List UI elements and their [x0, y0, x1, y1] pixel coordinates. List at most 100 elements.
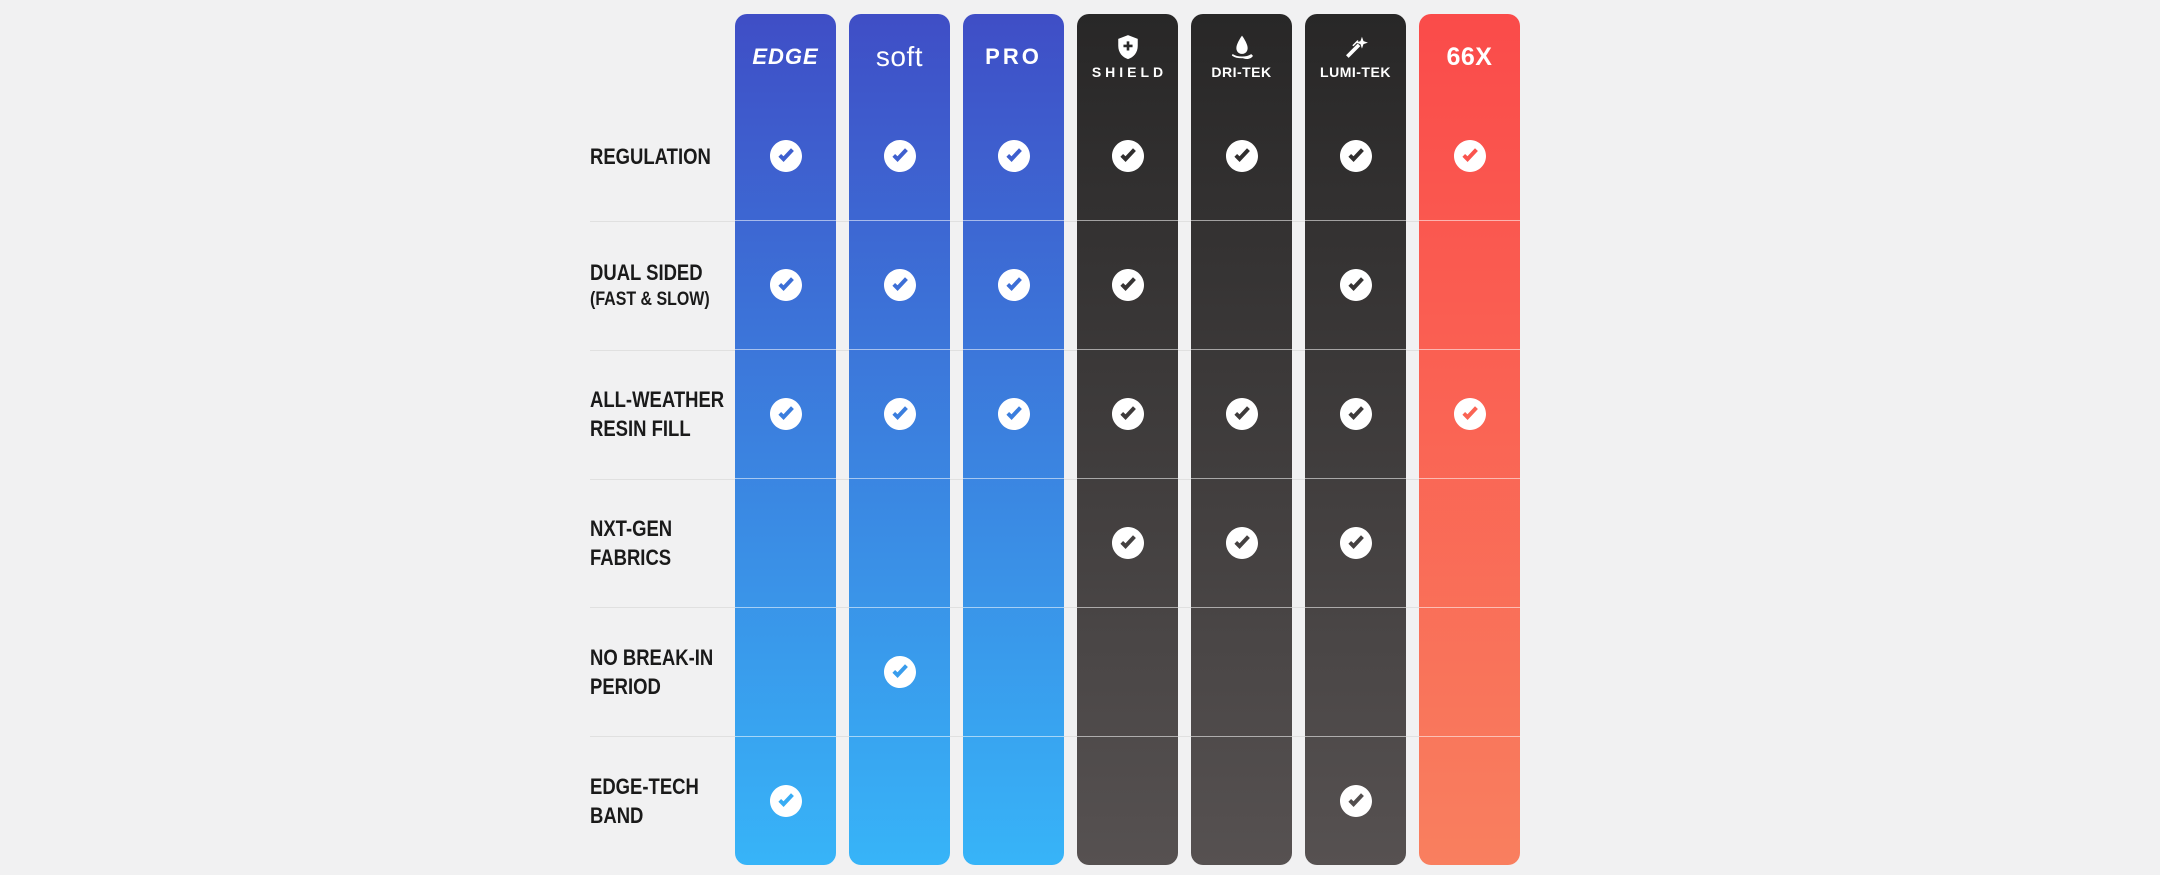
check-cell	[1419, 92, 1520, 220]
check-cell	[1191, 92, 1292, 220]
empty-cell	[1191, 736, 1292, 865]
check-circle-icon	[1339, 398, 1372, 430]
check-cell	[849, 607, 950, 736]
check-circle-icon	[769, 785, 802, 817]
check-cell	[963, 220, 1064, 349]
empty-cell	[849, 736, 950, 865]
check-circle-icon	[1339, 269, 1372, 301]
row-label-line: NXT-GEN	[590, 515, 673, 541]
empty-cell	[963, 736, 1064, 865]
feature-row-label: REGULATION	[590, 92, 722, 221]
product-column-shield: SHIELD	[1077, 14, 1178, 865]
empty-cell	[1191, 220, 1292, 349]
product-column-dri-tek: DRI-TEK	[1191, 14, 1292, 865]
check-circle-icon	[1225, 140, 1258, 172]
check-cell	[1077, 349, 1178, 478]
row-label-line: FABRICS	[590, 544, 672, 570]
check-cell	[1305, 220, 1406, 349]
row-label-line: DUAL SIDED	[590, 260, 703, 286]
product-column-lumi-tek: LUMI-TEK	[1305, 14, 1406, 865]
check-cell	[735, 92, 836, 220]
feature-table: REGULATION DUAL SIDED (FAST & SLOW) ALL-WEA…	[590, 14, 1520, 865]
row-label-text: ALL-WEATHER RESIN FILL	[590, 385, 724, 443]
check-cell	[849, 220, 950, 349]
shooting-star-icon	[1345, 36, 1368, 58]
check-circle-icon	[883, 269, 916, 301]
brand-label: EDGE	[752, 44, 819, 69]
check-cell	[963, 92, 1064, 220]
brand-label: PRO	[985, 44, 1042, 69]
check-cell	[735, 349, 836, 478]
check-cell	[735, 736, 836, 865]
check-cell	[735, 220, 836, 349]
feature-row-label: ALL-WEATHER RESIN FILL	[590, 350, 724, 479]
brand-label: soft	[875, 41, 924, 72]
check-cell	[1305, 736, 1406, 865]
check-cell	[1191, 349, 1292, 478]
empty-cell	[1077, 736, 1178, 865]
check-cell	[849, 92, 950, 220]
empty-cell	[735, 607, 836, 736]
product-column-edge: EDGE	[735, 14, 836, 865]
row-label-text: DUAL SIDED (FAST & SLOW)	[590, 258, 710, 312]
empty-cell	[1419, 607, 1520, 736]
product-column-pro: PRO	[963, 14, 1064, 865]
check-cell	[1191, 478, 1292, 607]
feature-row-label: DUAL SIDED (FAST & SLOW)	[590, 221, 722, 350]
feature-row-label: EDGE-TECH BAND	[590, 736, 722, 865]
empty-cell	[849, 478, 950, 607]
column-header: PRO	[963, 14, 1064, 92]
check-circle-icon	[1339, 140, 1372, 172]
check-circle-icon	[883, 140, 916, 172]
product-column-66x: 66X	[1419, 14, 1520, 865]
check-circle-icon	[1111, 140, 1144, 172]
check-circle-icon	[1453, 398, 1486, 430]
row-label-text: EDGE-TECH BAND	[590, 772, 699, 830]
check-cell	[1077, 220, 1178, 349]
row-label-line: PERIOD	[590, 673, 661, 699]
check-circle-icon	[1453, 140, 1486, 172]
brand-label: DRI-TEK	[1211, 64, 1272, 80]
check-circle-icon	[1339, 527, 1372, 559]
column-header: soft	[849, 14, 950, 92]
brand-label: LUMI-TEK	[1320, 64, 1391, 80]
check-circle-icon	[769, 269, 802, 301]
check-circle-icon	[997, 398, 1030, 430]
check-circle-icon	[1111, 269, 1144, 301]
empty-cell	[1419, 736, 1520, 865]
shield-plus-icon	[1117, 35, 1138, 60]
row-label-line: NO BREAK-IN	[590, 644, 714, 670]
column-header: DRI-TEK	[1191, 14, 1292, 92]
empty-cell	[1305, 607, 1406, 736]
row-label-line: ALL-WEATHER	[590, 387, 725, 413]
feature-row-label: NXT-GEN FABRICS	[590, 478, 722, 607]
check-cell	[1305, 478, 1406, 607]
empty-cell	[735, 478, 836, 607]
empty-cell	[1077, 607, 1178, 736]
check-cell	[1419, 349, 1520, 478]
check-circle-icon	[883, 656, 916, 688]
column-header: SHIELD	[1077, 14, 1178, 92]
feature-row-label: NO BREAK-IN PERIOD	[590, 607, 722, 736]
row-label-line: (FAST & SLOW)	[590, 289, 710, 311]
row-label-text: REGULATION	[590, 142, 711, 171]
check-cell	[963, 349, 1064, 478]
check-cell	[849, 349, 950, 478]
check-circle-icon	[1339, 785, 1372, 817]
check-cell	[1077, 478, 1178, 607]
check-circle-icon	[1225, 398, 1258, 430]
check-circle-icon	[1225, 527, 1258, 559]
empty-cell	[963, 478, 1064, 607]
header-spacer	[590, 14, 722, 92]
row-label-line: RESIN FILL	[590, 416, 691, 442]
water-drop-icon	[1231, 35, 1253, 59]
check-circle-icon	[769, 140, 802, 172]
column-header: LUMI-TEK	[1305, 14, 1406, 92]
feature-labels-column: REGULATION DUAL SIDED (FAST & SLOW) ALL-WEA…	[590, 14, 724, 865]
row-label-line: EDGE-TECH	[590, 773, 699, 799]
check-circle-icon	[883, 398, 916, 430]
empty-cell	[1419, 478, 1520, 607]
empty-cell	[1419, 220, 1520, 349]
check-cell	[1305, 92, 1406, 220]
row-label-text: NO BREAK-IN PERIOD	[590, 643, 713, 701]
